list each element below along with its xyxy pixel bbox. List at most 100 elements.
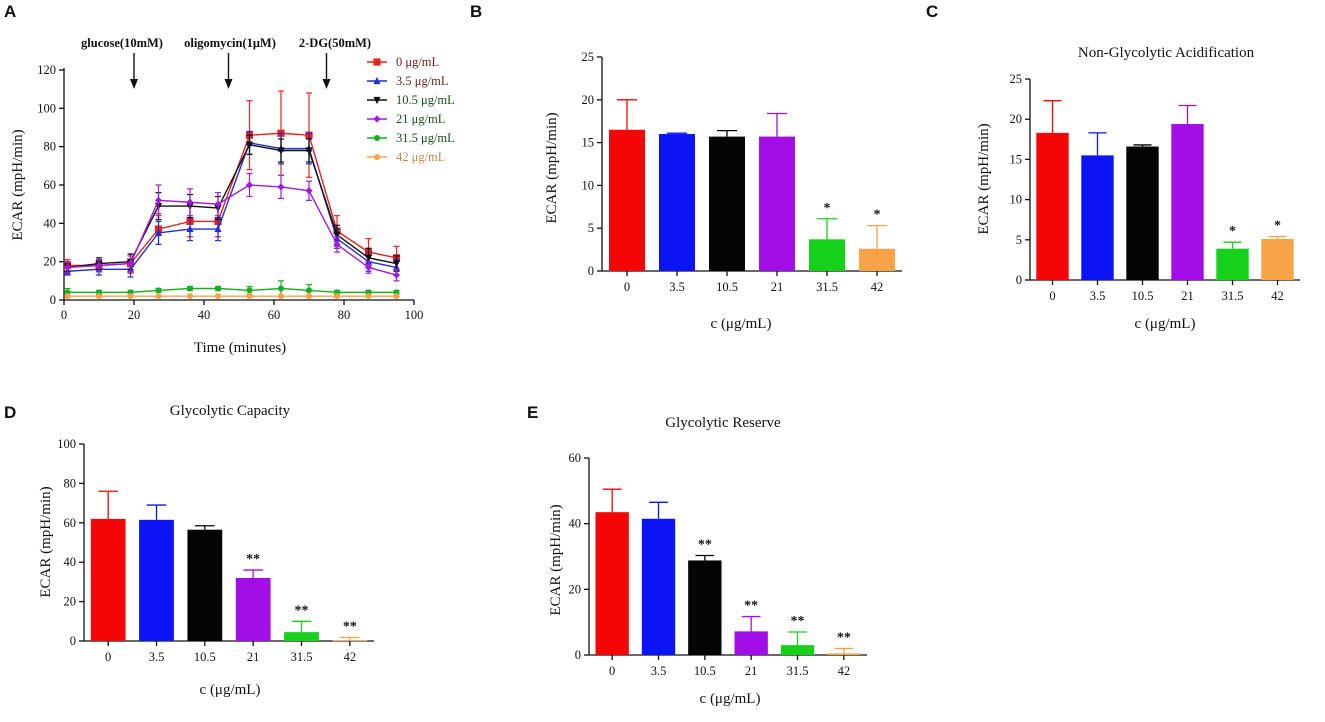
panel-c-bar <box>1126 146 1159 280</box>
series-5 <box>64 293 400 300</box>
panel-b-ytick-label: 25 <box>582 50 595 64</box>
panel-d: D Glycolytic Capacity ECAR (mpH/min) c (… <box>4 403 374 698</box>
annotation-oligomycin: oligomycin(1μM) <box>184 36 276 50</box>
data-point <box>392 260 401 268</box>
panel-c-bar <box>1216 248 1249 280</box>
panel-b-bar <box>809 239 845 271</box>
panel-e-significance: ** <box>698 538 712 553</box>
panel-b-bar <box>759 136 795 271</box>
panel-d-xlabel: c (μg/mL) <box>200 682 261 698</box>
panel-d-title: Glycolytic Capacity <box>170 403 291 419</box>
panel-e-ylabel: ECAR (mpH/min) <box>548 504 564 615</box>
series-line <box>67 287 397 294</box>
legend-marker <box>373 115 381 123</box>
legend-marker <box>373 96 381 105</box>
panel-c-bar <box>1261 238 1294 280</box>
data-point <box>126 259 135 268</box>
data-point <box>245 141 254 149</box>
panel-d-bar <box>332 640 368 642</box>
panel-a-xlabel: Time (minutes) <box>194 340 286 356</box>
panel-d-bar <box>284 632 319 641</box>
panel-e-xtick-label: 3.5 <box>651 664 667 678</box>
panel-b-bar <box>609 129 645 271</box>
panel-d-ytick-label: 80 <box>64 476 77 490</box>
panel-d-significance: ** <box>295 603 309 618</box>
data-point <box>63 263 72 272</box>
annotation-glucose: glucose(10mM) <box>81 36 163 50</box>
data-point <box>278 293 284 300</box>
panel-d-xtick-label: 21 <box>247 650 260 664</box>
panel-b-bar <box>859 248 895 271</box>
panel-c-ytick-label: 5 <box>1016 233 1022 247</box>
panel-a-ylabel: ECAR (mpH/min) <box>10 129 26 240</box>
annotation-arrow-head <box>224 79 233 89</box>
panel-c-xtick-label: 42 <box>1271 289 1284 303</box>
series-1 <box>63 130 401 278</box>
panel-b-ylabel: ECAR (mpH/min) <box>544 112 560 223</box>
panel-c-xtick-label: 3.5 <box>1090 289 1106 303</box>
data-point <box>364 263 373 272</box>
data-point <box>277 147 285 155</box>
panel-c-ytick-label: 15 <box>1010 152 1023 166</box>
panel-b-ytick-label: 0 <box>588 264 594 278</box>
panel-a-ytick-label: 0 <box>50 293 56 307</box>
panel-d-ytick-label: 100 <box>57 437 76 451</box>
data-point <box>305 147 313 155</box>
panel-c-xtick-label: 21 <box>1181 289 1194 303</box>
panel-e-title: Glycolytic Reserve <box>665 415 781 431</box>
data-point <box>154 196 163 204</box>
data-point <box>306 287 312 294</box>
legend-label: 42 μg/mL <box>396 150 445 164</box>
panel-a-ytick-label: 100 <box>37 101 56 115</box>
series-3 <box>63 172 401 282</box>
panel-a-ytick-label: 60 <box>44 178 57 192</box>
data-point <box>155 287 162 294</box>
legend-label: 21 μg/mL <box>396 112 445 126</box>
panel-e-bar <box>641 518 676 655</box>
panel-e-ytick-label: 40 <box>569 517 582 531</box>
panel-b-xtick-label: 31.5 <box>816 280 838 294</box>
panel-a-ytick-label: 120 <box>37 63 56 77</box>
data-point <box>306 293 312 300</box>
panel-b-significance: * <box>874 208 881 223</box>
panel-b-xtick-label: 3.5 <box>669 280 685 294</box>
data-point <box>305 187 313 195</box>
panel-a-ytick-label: 40 <box>44 216 57 230</box>
data-point <box>215 293 221 300</box>
panel-d-ylabel: ECAR (mpH/min) <box>38 486 54 597</box>
panel-a: A ECAR (mpH/min) Time (minutes) glucose(… <box>4 2 455 356</box>
panel-e-xtick-label: 42 <box>838 664 851 678</box>
data-point <box>187 293 193 300</box>
panel-a-xtick-label: 60 <box>268 308 281 322</box>
legend-marker <box>373 58 381 66</box>
data-point <box>215 285 221 292</box>
panel-b-bar <box>659 134 695 271</box>
data-point <box>277 183 285 191</box>
annotation-2dg: 2-DG(50mM) <box>299 36 371 50</box>
panel-e-xlabel: c (μg/mL) <box>700 691 761 707</box>
panel-a-annotations: glucose(10mM) oligomycin(1μM) 2-DG(50mM) <box>81 36 371 50</box>
data-point <box>365 293 372 300</box>
panel-letter-c: C <box>926 2 938 21</box>
panel-c-ytick-label: 0 <box>1016 273 1022 287</box>
panel-c-significance: * <box>1274 219 1281 234</box>
panel-b-xlabel: c (μg/mL) <box>711 316 772 332</box>
annotation-arrow-head <box>322 79 331 89</box>
panel-d-bar <box>235 577 271 641</box>
panel-c-significance: * <box>1229 224 1236 239</box>
data-point <box>187 285 193 292</box>
series-line <box>67 184 397 276</box>
panel-c-ytick-label: 20 <box>1010 112 1023 126</box>
series-line <box>67 143 397 269</box>
series-line <box>67 142 397 272</box>
panel-d-significance: ** <box>343 619 357 634</box>
panel-d-xtick-label: 42 <box>344 650 357 664</box>
panel-letter-e: E <box>527 403 538 422</box>
panel-c-bar <box>1036 132 1069 280</box>
panel-a-ytick-label: 20 <box>44 255 57 269</box>
data-point <box>186 224 194 233</box>
panel-a-xtick-label: 80 <box>338 308 351 322</box>
legend-label: 31.5 μg/mL <box>396 131 455 145</box>
panel-a-xtick-label: 40 <box>198 308 211 322</box>
panel-d-ytick-label: 0 <box>70 634 76 648</box>
